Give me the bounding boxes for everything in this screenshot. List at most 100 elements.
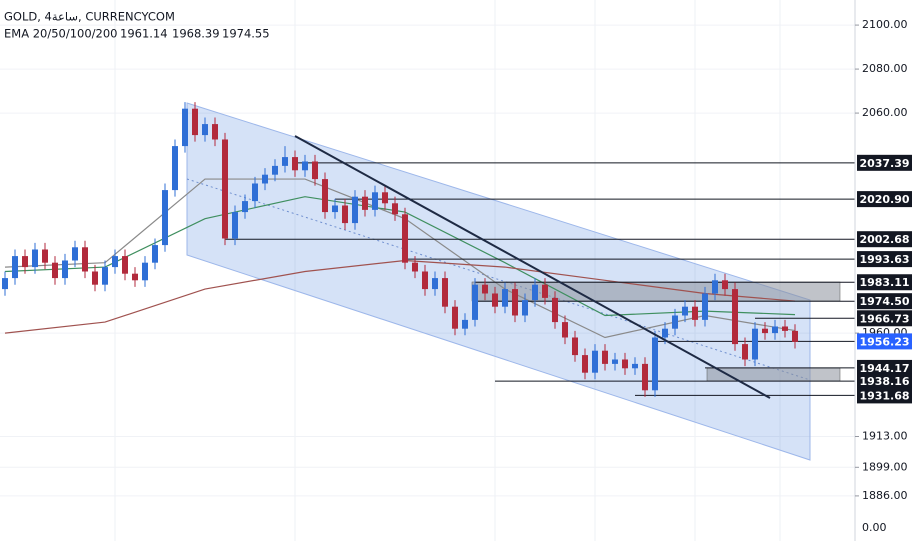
ema-value: 1974.55 bbox=[222, 27, 270, 41]
candle-body bbox=[782, 326, 788, 331]
candle-body bbox=[762, 328, 768, 334]
candle-body bbox=[692, 306, 698, 320]
candle-body bbox=[682, 306, 688, 316]
candle-body bbox=[362, 196, 368, 210]
candle-body bbox=[252, 183, 258, 202]
candle-body bbox=[322, 179, 328, 213]
price-label: 1993.63 bbox=[859, 253, 909, 266]
candle-body bbox=[332, 205, 338, 213]
candle-body bbox=[212, 124, 218, 140]
candle-body bbox=[642, 363, 648, 391]
candle-body bbox=[352, 196, 358, 224]
candles bbox=[2, 102, 798, 397]
price-label-box bbox=[857, 251, 912, 268]
channel-midline bbox=[186, 178, 811, 381]
candle-body bbox=[552, 297, 558, 323]
candle-body bbox=[792, 330, 798, 342]
candle-body bbox=[582, 355, 588, 373]
price-label: 2037.39 bbox=[859, 157, 909, 170]
candle-body bbox=[612, 359, 618, 364]
candle-body bbox=[172, 146, 178, 191]
candle-body bbox=[562, 322, 568, 338]
candle-body bbox=[502, 289, 508, 307]
bottom-label: 0.00 bbox=[862, 521, 887, 534]
price-label: 2002.68 bbox=[859, 233, 909, 246]
y-tick-label: 1886.00 bbox=[862, 489, 908, 502]
candle-body bbox=[412, 262, 418, 272]
candle-body bbox=[712, 280, 718, 294]
candle-body bbox=[592, 350, 598, 373]
candle-body bbox=[102, 267, 108, 285]
candle-body bbox=[242, 201, 248, 213]
ema-label: EMA 20/50/100/200 bbox=[4, 27, 118, 41]
candle-body bbox=[232, 212, 238, 239]
candle-body bbox=[622, 359, 628, 369]
candle-body bbox=[292, 157, 298, 171]
price-label: 1938.16 bbox=[859, 375, 909, 388]
price-label-box bbox=[857, 333, 912, 350]
price-axis-labels: 2100.002080.002060.001960.001913.001899.… bbox=[855, 18, 912, 502]
price-label-box bbox=[857, 359, 912, 376]
price-label-box bbox=[857, 154, 912, 171]
candle-body bbox=[742, 344, 748, 360]
candle-body bbox=[542, 284, 548, 298]
price-label-box bbox=[857, 293, 912, 310]
price-label: 1956.23 bbox=[859, 335, 909, 348]
candle-body bbox=[402, 214, 408, 263]
candle-body bbox=[272, 165, 278, 175]
candle-body bbox=[152, 245, 158, 263]
candle-body bbox=[32, 249, 38, 268]
candle-body bbox=[632, 363, 638, 369]
candle-body bbox=[392, 203, 398, 215]
candle-body bbox=[82, 247, 88, 272]
candle-body bbox=[162, 190, 168, 246]
candle-body bbox=[532, 284, 538, 301]
levels bbox=[225, 162, 855, 396]
candle-body bbox=[222, 139, 228, 239]
candle-body bbox=[122, 256, 128, 274]
price-label-box bbox=[857, 191, 912, 208]
candle-body bbox=[442, 278, 448, 307]
candle-body bbox=[142, 262, 148, 281]
price-label-box bbox=[857, 274, 912, 291]
candle-body bbox=[372, 192, 378, 210]
price-axis bbox=[855, 0, 915, 541]
y-tick-label: 1913.00 bbox=[862, 429, 908, 442]
candle-body bbox=[62, 260, 68, 279]
candle-body bbox=[492, 293, 498, 307]
candle-body bbox=[302, 161, 308, 171]
candle-body bbox=[462, 319, 468, 329]
y-tick-label: 2100.00 bbox=[862, 18, 908, 31]
candle-body bbox=[512, 289, 518, 316]
candle-body bbox=[752, 328, 758, 360]
price-label: 1974.50 bbox=[859, 295, 909, 308]
candle-body bbox=[672, 315, 678, 329]
candle-body bbox=[422, 271, 428, 290]
candle-body bbox=[92, 271, 98, 285]
price-label-box bbox=[857, 310, 912, 327]
candle-body bbox=[112, 256, 118, 268]
candle-body bbox=[472, 284, 478, 320]
horizontal-grid bbox=[0, 24, 855, 497]
candle-body bbox=[2, 278, 8, 290]
candle-body bbox=[282, 157, 288, 166]
price-label: 1944.17 bbox=[859, 362, 909, 375]
candle-body bbox=[732, 289, 738, 345]
resistance-zone bbox=[471, 281, 841, 302]
price-label-box bbox=[857, 231, 912, 248]
candle-body bbox=[312, 161, 318, 180]
candle-body bbox=[132, 273, 138, 281]
candle-body bbox=[452, 306, 458, 329]
price-label: 2020.90 bbox=[859, 193, 909, 206]
candle-body bbox=[572, 337, 578, 356]
candle-body bbox=[342, 205, 348, 224]
ema-value: 1968.39 bbox=[172, 27, 220, 41]
candle-body bbox=[262, 174, 268, 184]
candle-body bbox=[662, 328, 668, 338]
candle-body bbox=[52, 262, 58, 279]
price-label: 1966.73 bbox=[859, 312, 909, 325]
vertical-grid bbox=[114, 0, 781, 541]
candle-body bbox=[702, 293, 708, 320]
candle-body bbox=[42, 249, 48, 263]
